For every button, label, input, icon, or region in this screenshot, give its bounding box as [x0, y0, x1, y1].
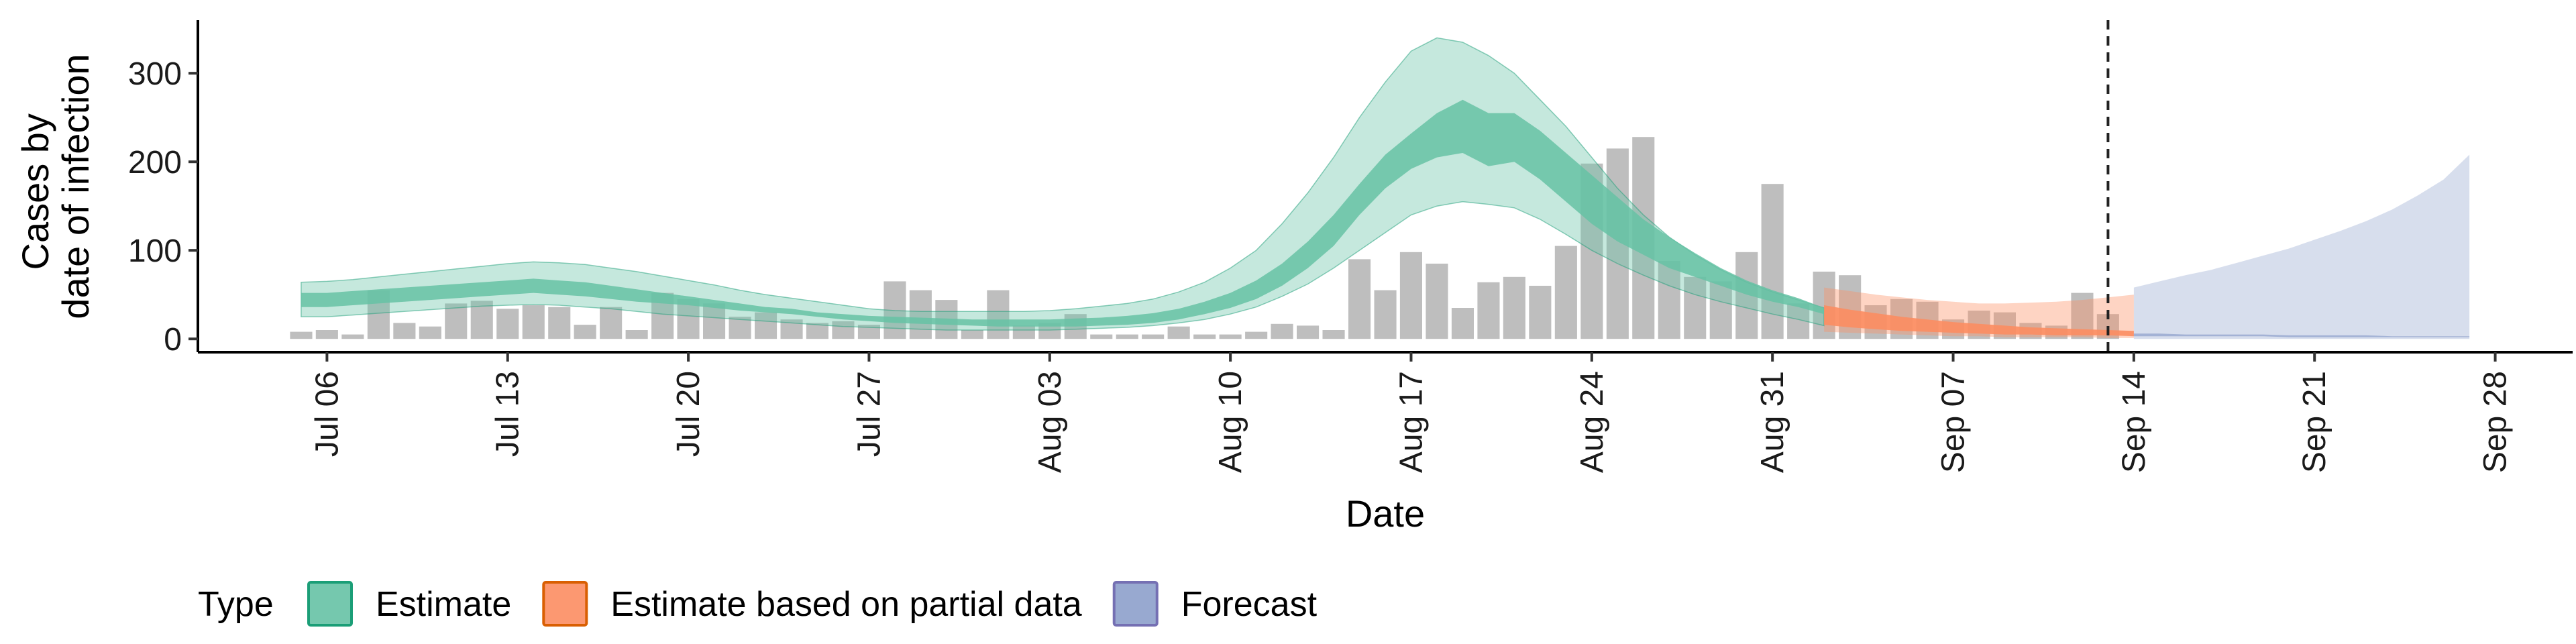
- observed-bar: [1554, 246, 1577, 339]
- x-tick-label: Jul 20: [671, 371, 706, 457]
- legend-swatch: [542, 581, 588, 627]
- y-axis-title-line-1: Cases by: [14, 113, 56, 270]
- x-tick-label: Aug 10: [1213, 371, 1248, 473]
- legend-title: Type: [198, 585, 274, 624]
- observed-bar: [987, 290, 1010, 339]
- observed-bar: [1348, 259, 1371, 339]
- observed-bar: [1709, 281, 1732, 339]
- x-tick-label: Aug 17: [1393, 371, 1429, 473]
- y-tick-label: 0: [164, 322, 182, 358]
- x-tick-label: Jul 13: [490, 371, 526, 457]
- forecast-inner-band: [2133, 333, 2470, 337]
- observed-bar: [1477, 282, 1500, 339]
- legend-item: Forecast: [1112, 581, 1318, 627]
- legend-swatch: [307, 581, 353, 627]
- observed-bar: [1038, 323, 1061, 339]
- observed-bar: [1090, 334, 1113, 339]
- partial-estimate-series: [1824, 287, 2134, 338]
- x-tick-label: Sep 28: [2478, 371, 2514, 473]
- observed-bar: [1839, 275, 1862, 339]
- observed-bar: [445, 303, 468, 339]
- plot-area: [290, 20, 2470, 352]
- observed-bar: [961, 330, 983, 339]
- observed-bar: [1167, 326, 1190, 339]
- observed-bar: [1245, 331, 1268, 339]
- observed-bar: [1503, 276, 1525, 339]
- y-tick-label: 100: [128, 233, 182, 269]
- observed-bar: [1193, 334, 1216, 339]
- observed-bar: [341, 334, 364, 339]
- legend-item: Estimate based on partial data: [542, 581, 1082, 627]
- observed-bar: [1271, 323, 1293, 339]
- observed-bar: [419, 326, 441, 339]
- observed-bar: [806, 323, 828, 339]
- observed-bar: [1399, 252, 1422, 339]
- observed-bar: [1297, 325, 1320, 339]
- observed-bar: [290, 331, 313, 339]
- legend-label: Estimate based on partial data: [610, 585, 1082, 624]
- observed-bar: [522, 305, 545, 339]
- x-axis-title: Date: [1346, 492, 1425, 535]
- x-tick-label: Jul 06: [309, 371, 345, 457]
- legend-items: Estimate Estimate based on partial data Fo…: [307, 581, 1318, 627]
- x-tick-label: Jul 27: [851, 371, 887, 457]
- observed-bar: [600, 307, 623, 339]
- x-tick-label: Sep 21: [2297, 371, 2332, 473]
- observed-bar: [1426, 264, 1448, 339]
- y-tick-label: 200: [128, 145, 182, 180]
- observed-bar: [548, 307, 571, 339]
- observed-bar: [1322, 330, 1345, 339]
- legend-label: Forecast: [1181, 585, 1318, 624]
- legend-label: Estimate: [376, 585, 511, 624]
- x-tick-label: Sep 14: [2116, 371, 2152, 473]
- x-tick-label: Aug 31: [1755, 371, 1790, 473]
- observed-bar: [393, 323, 416, 339]
- legend-item: Estimate: [307, 581, 511, 627]
- legend: Type Estimate Estimate based on partial d…: [198, 581, 1318, 627]
- observed-bar: [1142, 334, 1165, 339]
- observed-bar: [1012, 325, 1035, 339]
- x-tick-label: Sep 07: [1936, 371, 1972, 473]
- observed-bar: [1529, 286, 1552, 339]
- partial-estimate-inner-band: [1824, 305, 2134, 337]
- x-tick-label: Aug 24: [1574, 371, 1610, 473]
- y-tick-label: 300: [128, 56, 182, 92]
- observed-bar: [1658, 261, 1680, 339]
- observed-bar: [832, 321, 855, 339]
- forecast-outer-band: [2133, 154, 2470, 339]
- observed-bar: [755, 312, 777, 339]
- y-axis-ticks: 0 100 200 300: [128, 56, 198, 358]
- y-axis-title-line-2: date of infection: [54, 54, 97, 319]
- observed-bar: [574, 325, 596, 339]
- x-axis-ticks: Jul 06 Jul 13 Jul 20 Jul 27 Aug 03 Aug 10 Aug …: [309, 352, 2514, 473]
- observed-bar: [1116, 334, 1138, 339]
- observed-bar: [625, 330, 648, 339]
- observed-bar: [1761, 184, 1784, 339]
- observed-bar: [909, 290, 932, 339]
- x-tick-label: Aug 03: [1032, 371, 1068, 473]
- axes: 0 100 200 300 Jul 06 Jul 13 Jul 20 Jul 27 Aug 0…: [128, 20, 2573, 473]
- observed-bar: [1374, 290, 1397, 339]
- observed-bar: [857, 325, 880, 339]
- observed-bar: [703, 303, 726, 339]
- y-axis-title: Cases by date of infection: [14, 54, 97, 319]
- observed-bar: [496, 309, 519, 339]
- estimate-series: [301, 37, 1825, 331]
- observed-bar: [1684, 276, 1707, 339]
- legend-swatch: [1112, 581, 1159, 627]
- observed-bar: [1451, 308, 1474, 339]
- observed-bar: [1219, 334, 1242, 339]
- observed-bar: [315, 330, 338, 339]
- forecast-series: [2133, 154, 2470, 339]
